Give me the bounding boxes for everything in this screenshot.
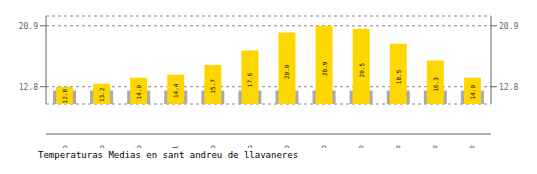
html-text:Temperaturas Medias en sant an: Temperaturas Medias en sant andreu de ll… — [38, 150, 299, 160]
svg-text:20.0: 20.0 — [284, 64, 291, 79]
svg-text:Enero: Enero — [61, 145, 69, 148]
svg-text:16.3: 16.3 — [432, 77, 439, 92]
svg-text:14.0: 14.0 — [469, 85, 476, 100]
svg-text:15.7: 15.7 — [209, 79, 216, 94]
svg-text:Octubre: Octubre — [394, 145, 402, 148]
svg-text:20.9: 20.9 — [321, 61, 328, 76]
svg-text:Noviembre: Noviembre — [431, 145, 439, 148]
svg-text:Mayo: Mayo — [209, 145, 217, 148]
svg-text:20.5: 20.5 — [358, 63, 365, 78]
svg-text:20.9: 20.9 — [19, 22, 38, 31]
svg-text:13.2: 13.2 — [98, 87, 105, 102]
svg-text:Septiembre: Septiembre — [357, 145, 365, 148]
svg-text:14.0: 14.0 — [135, 85, 142, 100]
svg-text:Junio: Junio — [246, 145, 254, 148]
svg-text:Marzo: Marzo — [135, 145, 143, 148]
svg-text:Diciembre: Diciembre — [468, 145, 476, 148]
svg-text:12.8: 12.8 — [499, 83, 518, 92]
svg-text:20.9: 20.9 — [499, 22, 518, 31]
svg-text:Julio: Julio — [283, 145, 291, 148]
svg-text:18.5: 18.5 — [395, 69, 402, 84]
svg-text:12.8: 12.8 — [19, 83, 38, 92]
svg-text:Febrero: Febrero — [98, 145, 106, 148]
svg-text:17.6: 17.6 — [246, 72, 253, 87]
svg-text:12.8: 12.8 — [61, 89, 68, 104]
svg-text:Agosto: Agosto — [320, 145, 328, 148]
svg-text:Abril: Abril — [172, 145, 180, 148]
svg-text:14.4: 14.4 — [172, 83, 179, 98]
